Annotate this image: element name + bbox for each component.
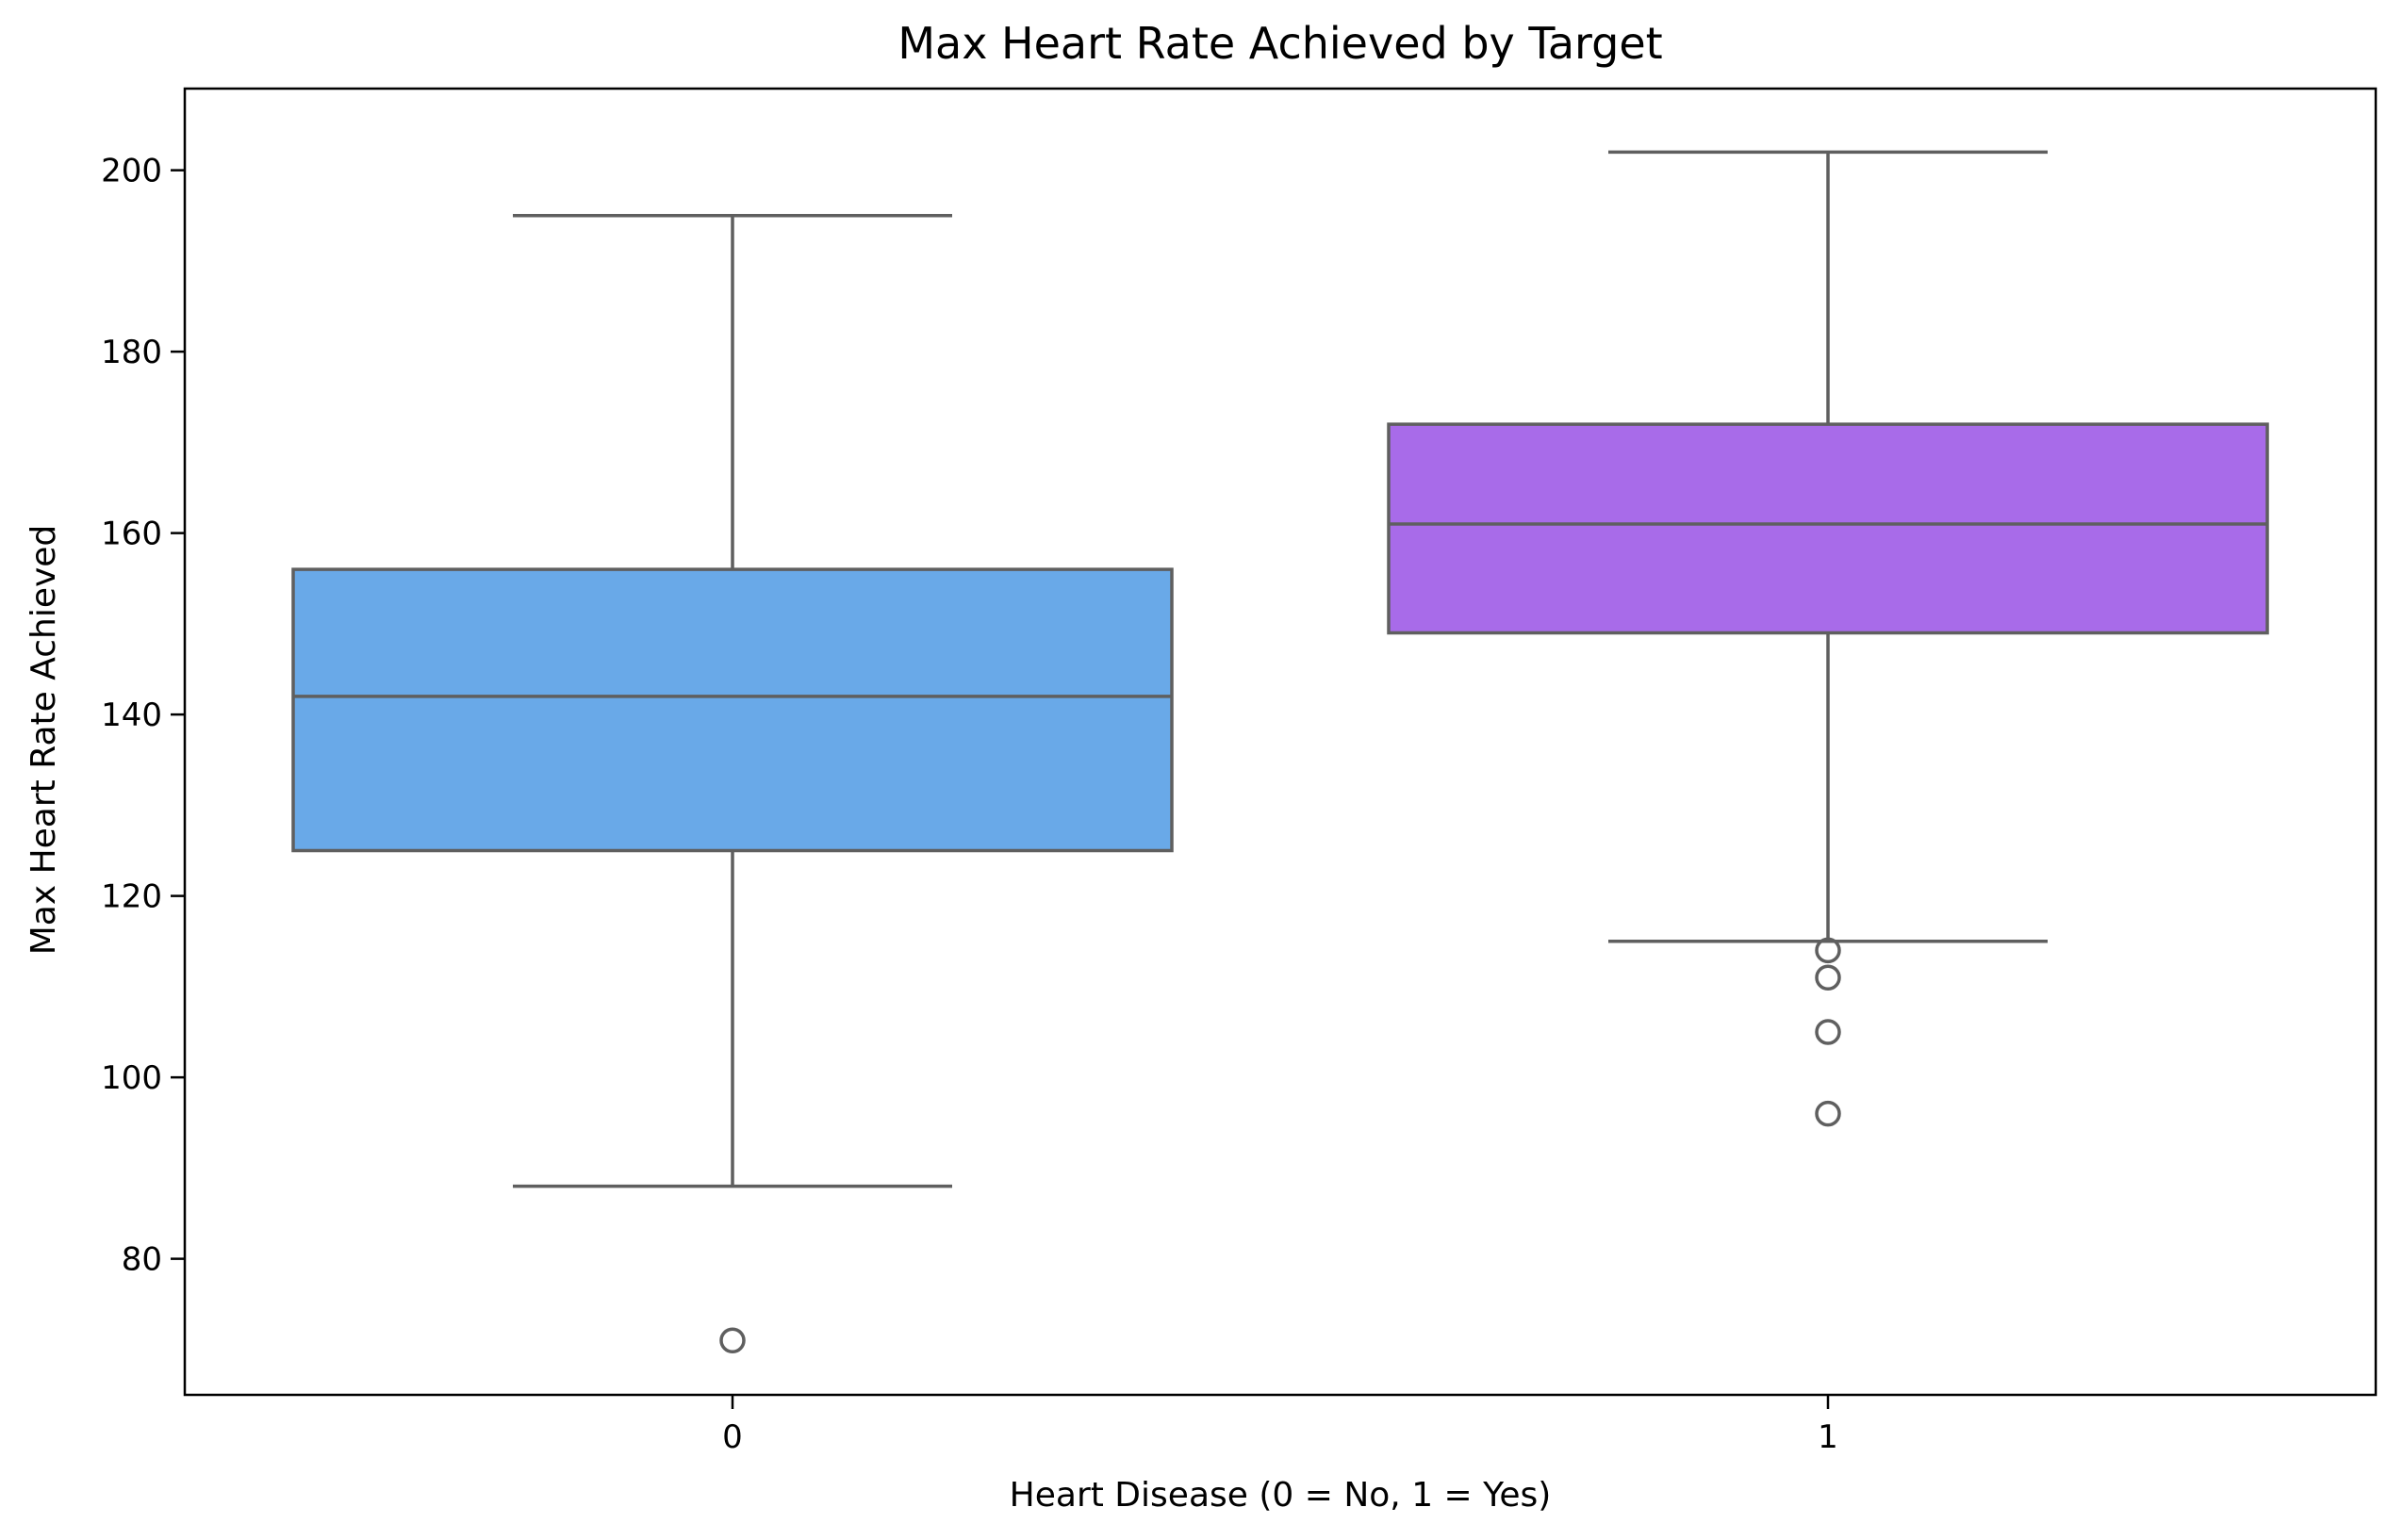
y-tick-label-80: 80 [122, 1241, 162, 1279]
y-tick-label-100: 100 [101, 1059, 162, 1097]
x-tick-label-1: 1 [1818, 1418, 1838, 1456]
y-axis-label: Max Heart Rate Achieved [25, 525, 63, 956]
outlier-point-1-1 [1815, 937, 1841, 964]
outlier-point-1-3 [1815, 1019, 1841, 1045]
y-tick-label-140: 140 [101, 696, 162, 734]
box-group-1 [1387, 150, 2269, 1127]
y-tick-label-160: 160 [101, 516, 162, 553]
chart-title: Max Heart Rate Achieved by Target [897, 18, 1662, 69]
plot-frame [183, 87, 2378, 1397]
box-group-0 [291, 214, 1174, 1353]
y-tick-label-180: 180 [101, 334, 162, 371]
box-0 [291, 567, 1174, 853]
x-tick-label-0: 0 [722, 1418, 743, 1456]
outlier-point-1-2 [1815, 964, 1841, 991]
outlier-point-0-1 [719, 1327, 746, 1353]
plot-area: 80 100 120 140 160 180 200 0 1 [101, 87, 2378, 1456]
outlier-point-1-4 [1815, 1100, 1841, 1127]
box-1 [1387, 422, 2269, 635]
x-axis-label: Heart Disease (0 = No, 1 = Yes) [1010, 1476, 1552, 1515]
y-tick-label-200: 200 [101, 153, 162, 190]
y-tick-label-120: 120 [101, 878, 162, 916]
